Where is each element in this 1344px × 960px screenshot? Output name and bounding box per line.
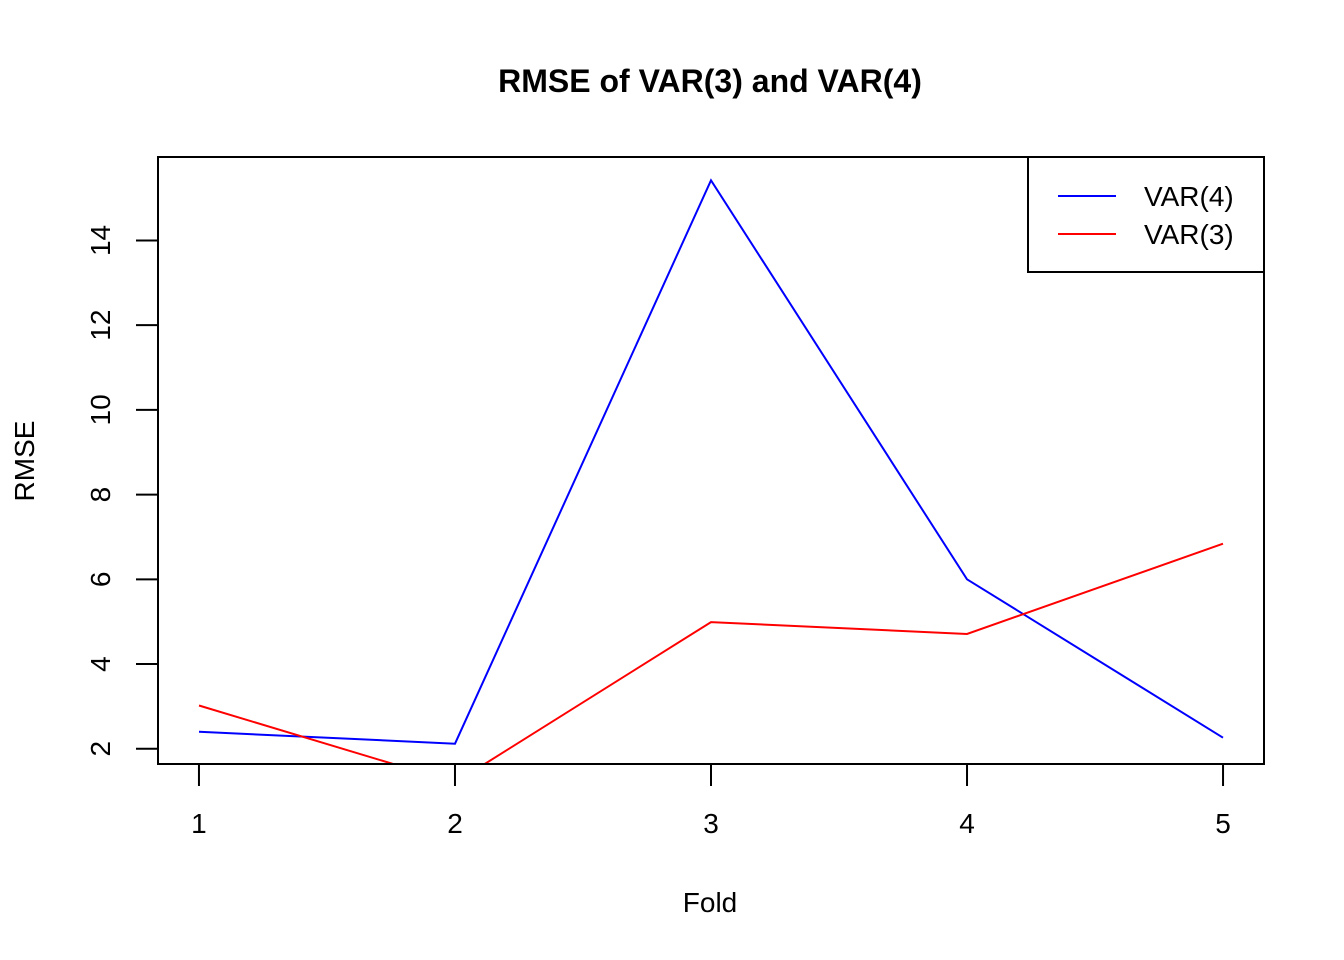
x-tick-label-4: 5 <box>1215 808 1231 839</box>
series-layer <box>198 178 1224 764</box>
x-axis-label: Fold <box>683 887 737 918</box>
y-tick-label-5: 12 <box>85 310 116 341</box>
y-tick-label-2: 6 <box>85 572 116 588</box>
y-tick-label-1: 4 <box>85 656 116 672</box>
y-tick-label-6: 14 <box>85 225 116 256</box>
y-axis: 2 4 6 8 10 12 14 <box>85 225 159 757</box>
legend: VAR(4) VAR(3) <box>1027 156 1265 273</box>
chart-title: RMSE of VAR(3) and VAR(4) <box>498 63 922 99</box>
legend-label-0: VAR(4) <box>1144 181 1234 212</box>
legend-label-1: VAR(3) <box>1144 219 1234 250</box>
x-tick-label-2: 3 <box>703 808 719 839</box>
series-line-1 <box>198 542 1224 764</box>
x-axis: 1 2 3 4 5 <box>191 763 1231 839</box>
y-tick-label-4: 10 <box>85 394 116 425</box>
y-axis-label: RMSE <box>9 421 40 502</box>
x-tick-label-1: 2 <box>447 808 463 839</box>
y-tick-label-0: 2 <box>85 741 116 757</box>
x-tick-label-3: 4 <box>959 808 975 839</box>
series-line-0 <box>198 178 1224 745</box>
x-tick-label-0: 1 <box>191 808 207 839</box>
y-tick-label-3: 8 <box>85 487 116 503</box>
legend-box <box>1027 156 1265 273</box>
